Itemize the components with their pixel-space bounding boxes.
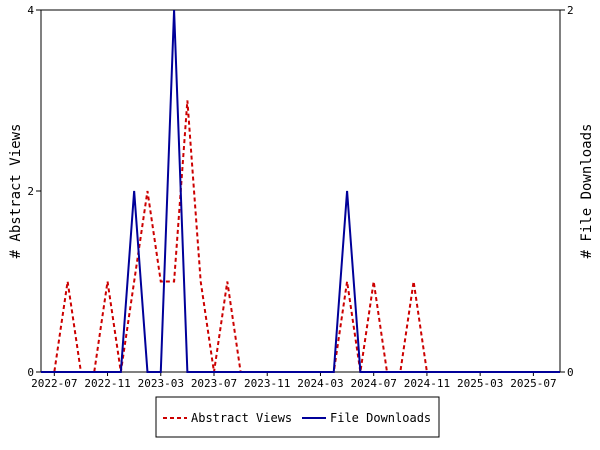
x-tick-label: 2023-11	[244, 377, 290, 390]
x-tick-label: 2025-03	[457, 377, 503, 390]
plot-frame	[40, 9, 561, 373]
x-tick-label: 2025-07	[510, 377, 556, 390]
x-tick-label: 2022-11	[84, 377, 130, 390]
legend-label-abstract-views: Abstract Views	[191, 411, 292, 425]
x-tick-label: 2023-07	[191, 377, 237, 390]
right-axis-title: # File Downloads	[579, 124, 595, 259]
series-line-file-downloads	[41, 9, 560, 373]
left-tick-label: 0	[27, 366, 34, 379]
right-tick-label: 0	[567, 366, 574, 379]
x-axis: 2022-07 2022-11 2023-03 2023-07 2023-11 2024-…	[31, 372, 557, 390]
right-axis: 02	[560, 4, 574, 379]
right-tick-label: 2	[567, 4, 574, 17]
left-tick-label: 4	[27, 4, 34, 17]
legend: Abstract Views File Downloads	[155, 396, 440, 438]
left-tick-label: 2	[27, 185, 34, 198]
x-tick-label: 2023-03	[138, 377, 184, 390]
x-tick-label: 2024-11	[404, 377, 450, 390]
left-axis: 0 2 4	[27, 4, 41, 379]
series-layer	[41, 9, 560, 373]
x-tick-label: 2024-03	[297, 377, 343, 390]
legend-box	[155, 396, 440, 438]
x-tick-label: 2024-07	[351, 377, 397, 390]
legend-label-file-downloads: File Downloads	[330, 411, 431, 425]
left-axis-title: # Abstract Views	[8, 124, 24, 259]
x-tick-label: 2022-07	[31, 377, 77, 390]
